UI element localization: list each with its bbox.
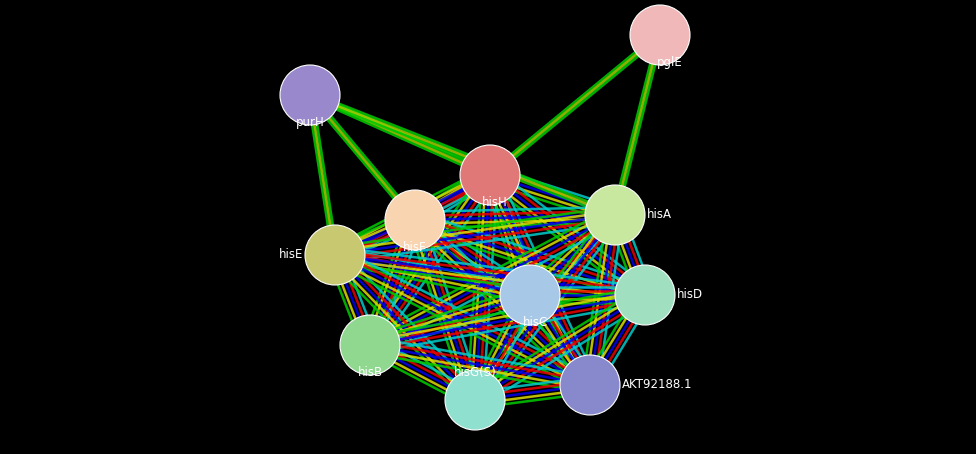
Text: hisB: hisB: [357, 366, 383, 379]
Circle shape: [305, 225, 365, 285]
Circle shape: [280, 65, 340, 125]
Circle shape: [460, 145, 520, 205]
Text: hisD: hisD: [677, 288, 703, 301]
Circle shape: [560, 355, 620, 415]
Text: hisE: hisE: [278, 248, 303, 262]
Circle shape: [445, 370, 505, 430]
Text: purH: purH: [296, 116, 324, 129]
Circle shape: [630, 5, 690, 65]
Text: hisH: hisH: [482, 196, 508, 209]
Text: pglE: pglE: [657, 56, 683, 69]
Text: hisC: hisC: [522, 316, 548, 329]
Circle shape: [385, 190, 445, 250]
Text: hisF: hisF: [403, 241, 427, 254]
Circle shape: [585, 185, 645, 245]
Text: AKT92188.1: AKT92188.1: [622, 379, 693, 391]
Text: hisA: hisA: [647, 208, 672, 222]
Text: hisG(S): hisG(S): [454, 366, 497, 379]
Circle shape: [500, 265, 560, 325]
Circle shape: [615, 265, 675, 325]
Circle shape: [340, 315, 400, 375]
